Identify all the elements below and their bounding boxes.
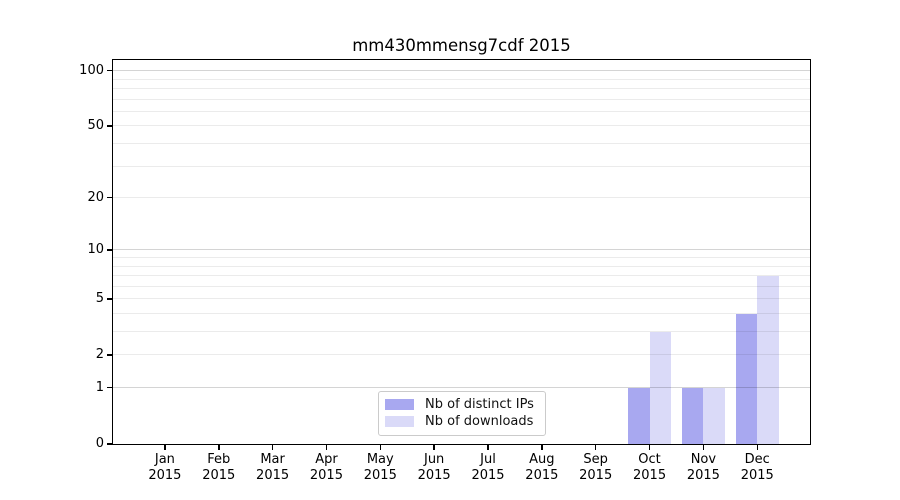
legend-label-downloads: Nb of downloads [425, 413, 534, 429]
x-tick-mark [541, 444, 543, 451]
x-tick-year: 2015 [363, 468, 397, 484]
gridline-minor [113, 142, 810, 144]
y-tick-mark [106, 386, 112, 389]
x-tick-year: 2015 [633, 468, 667, 484]
x-tick-month: Sep [583, 452, 608, 467]
x-tick-mark [379, 444, 382, 451]
y-tick-label: 100 [79, 62, 104, 78]
x-tick-mark [487, 444, 489, 451]
x-tick-label: Jan 2015 [133, 452, 197, 484]
gridline-minor [113, 197, 810, 199]
x-tick-year: 2015 [256, 468, 290, 484]
legend: Nb of distinct IPs Nb of downloads [378, 390, 546, 436]
bar-nb-of-distinct-ips-dec [735, 313, 758, 444]
gridline-major [113, 387, 810, 389]
y-tick-label: 10 [87, 241, 104, 257]
x-tick-year: 2015 [740, 468, 774, 484]
y-tick-mark [106, 298, 112, 300]
legend-item-distinct-ips: Nb of distinct IPs [385, 397, 537, 413]
bar-nb-of-distinct-ips-nov [681, 387, 704, 444]
chart-title: mm430mmensg7cdf 2015 [352, 36, 571, 55]
x-tick-label: Mar 2015 [241, 452, 305, 484]
y-tick-label: 0 [95, 435, 104, 451]
x-tick-month: Dec [744, 452, 770, 467]
y-tick-mark [106, 125, 112, 127]
x-tick-month: Mar [260, 452, 285, 467]
gridline-minor [113, 275, 810, 277]
y-tick-label: 50 [87, 117, 104, 133]
x-tick-month: Jul [480, 452, 496, 467]
x-tick-mark [271, 444, 274, 451]
x-tick-year: 2015 [202, 468, 236, 484]
gridline-minor [113, 110, 810, 112]
legend-swatch-downloads [385, 416, 414, 427]
bar-nb-of-downloads-dec [757, 275, 779, 444]
x-tick-label: May 2015 [348, 452, 412, 484]
x-tick-label: Oct 2015 [618, 452, 682, 484]
x-tick-label: Sep 2015 [564, 452, 628, 484]
gridline-minor [113, 298, 810, 300]
x-tick-mark [648, 444, 651, 451]
x-tick-label: Jun 2015 [402, 452, 466, 484]
x-tick-year: 2015 [417, 468, 451, 484]
x-tick-month: Aug [529, 452, 555, 467]
x-tick-label: Aug 2015 [510, 452, 574, 484]
x-tick-mark [594, 444, 597, 451]
x-tick-mark [756, 444, 758, 451]
x-tick-label: Jul 2015 [456, 452, 520, 484]
x-tick-label: Dec 2015 [725, 452, 789, 484]
gridline-minor [113, 87, 810, 89]
legend-label-distinct-ips: Nb of distinct IPs [425, 396, 534, 412]
y-tick-mark [106, 196, 112, 199]
x-tick-label: Nov 2015 [671, 452, 735, 484]
x-tick-month: Oct [638, 452, 661, 467]
x-tick-mark [325, 444, 328, 451]
x-tick-year: 2015 [686, 468, 720, 484]
y-tick-label: 1 [95, 379, 104, 395]
x-tick-month: May [366, 452, 394, 467]
legend-item-downloads: Nb of downloads [385, 414, 537, 430]
gridline-major [113, 69, 810, 72]
x-tick-mark [164, 444, 166, 451]
y-tick-mark [106, 443, 112, 445]
x-tick-label: Feb 2015 [187, 452, 251, 484]
x-tick-year: 2015 [525, 468, 559, 484]
y-tick-label: 20 [87, 189, 104, 205]
gridline-minor [113, 331, 810, 333]
gridline-major [113, 249, 810, 251]
x-tick-mark [218, 444, 220, 451]
x-tick-label: Apr 2015 [294, 452, 358, 484]
gridline-minor [113, 125, 810, 127]
y-tick-mark [106, 249, 112, 251]
gridline-minor [113, 78, 810, 80]
y-tick-mark [106, 69, 112, 72]
gridline-minor [113, 313, 810, 315]
y-tick-label: 2 [95, 346, 104, 362]
x-tick-month: Apr [315, 452, 338, 467]
legend-swatch-distinct-ips [385, 399, 414, 410]
x-tick-mark [702, 444, 705, 451]
bar-nb-of-distinct-ips-oct [628, 387, 650, 444]
gridline-minor [113, 165, 810, 167]
gridline-minor [113, 98, 810, 100]
y-tick-mark [106, 354, 112, 356]
x-tick-year: 2015 [579, 468, 613, 484]
gridline-minor [113, 257, 810, 259]
x-tick-mark [433, 444, 435, 451]
x-tick-month: Feb [207, 452, 231, 467]
x-tick-year: 2015 [148, 468, 182, 484]
gridline-minor [113, 354, 810, 356]
y-tick-label: 5 [95, 290, 104, 306]
gridline-minor [113, 285, 810, 287]
bar-nb-of-downloads-nov [703, 387, 725, 444]
x-tick-year: 2015 [471, 468, 505, 484]
x-tick-year: 2015 [309, 468, 343, 484]
x-tick-month: Nov [690, 452, 717, 467]
gridline-minor [113, 265, 810, 267]
x-tick-month: Jan [154, 452, 175, 467]
x-tick-month: Jun [423, 452, 445, 467]
